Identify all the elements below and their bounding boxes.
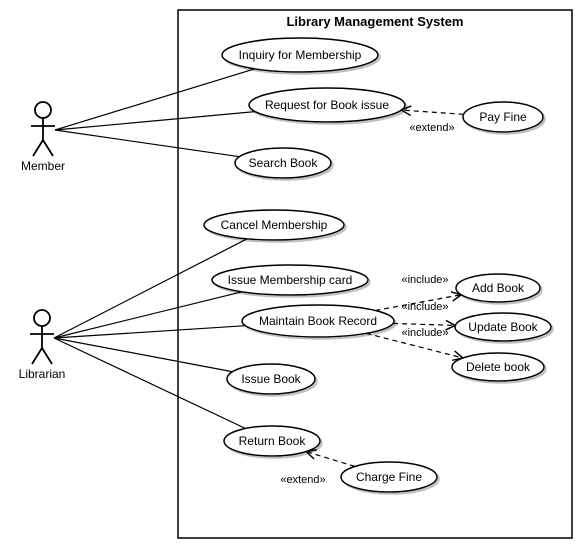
usecase-label-maintain_record: Maintain Book Record bbox=[259, 314, 377, 328]
dep-label-0: «extend» bbox=[409, 122, 454, 134]
usecase-label-pay_fine: Pay Fine bbox=[479, 110, 527, 124]
usecase-label-issue_book: Issue Book bbox=[241, 372, 301, 386]
usecase-label-delete_book: Delete book bbox=[466, 360, 531, 374]
assoc-librarian-issue_card bbox=[54, 292, 242, 338]
usecase-label-update_book: Update Book bbox=[468, 320, 538, 334]
actor-librarian: Librarian bbox=[19, 310, 66, 381]
assoc-librarian-maintain_record bbox=[54, 326, 245, 338]
usecase-label-return_book: Return Book bbox=[239, 434, 307, 448]
usecase-label-charge_fine: Charge Fine bbox=[356, 470, 422, 484]
assoc-librarian-issue_book bbox=[54, 338, 233, 372]
assoc-librarian-cancel_membership bbox=[54, 239, 247, 338]
usecase-label-request_issue: Request for Book issue bbox=[265, 98, 389, 112]
system-title: Library Management System bbox=[286, 14, 463, 29]
dep-label-4: «extend» bbox=[280, 474, 325, 486]
dep-pay_fine-request_issue bbox=[401, 110, 463, 114]
dep-label-1: «include» bbox=[401, 274, 448, 286]
usecase-label-cancel_membership: Cancel Membership bbox=[221, 218, 328, 232]
actor-member: Member bbox=[21, 102, 65, 173]
dep-label-3: «include» bbox=[401, 327, 448, 339]
dep-charge_fine-return_book bbox=[306, 452, 355, 467]
usecase-label-search_book: Search Book bbox=[249, 156, 319, 170]
usecase-label-add_book: Add Book bbox=[472, 281, 525, 295]
usecase-label-inquiry: Inquiry for Membership bbox=[239, 48, 362, 62]
dep-label-2: «include» bbox=[401, 301, 448, 313]
dep-maintain_record-update_book bbox=[393, 323, 455, 325]
actor-label-member: Member bbox=[21, 159, 65, 173]
assoc-member-search_book bbox=[55, 130, 239, 157]
assoc-librarian-return_book bbox=[54, 338, 246, 428]
actor-label-librarian: Librarian bbox=[19, 367, 66, 381]
usecase-label-issue_card: Issue Membership card bbox=[228, 273, 353, 287]
